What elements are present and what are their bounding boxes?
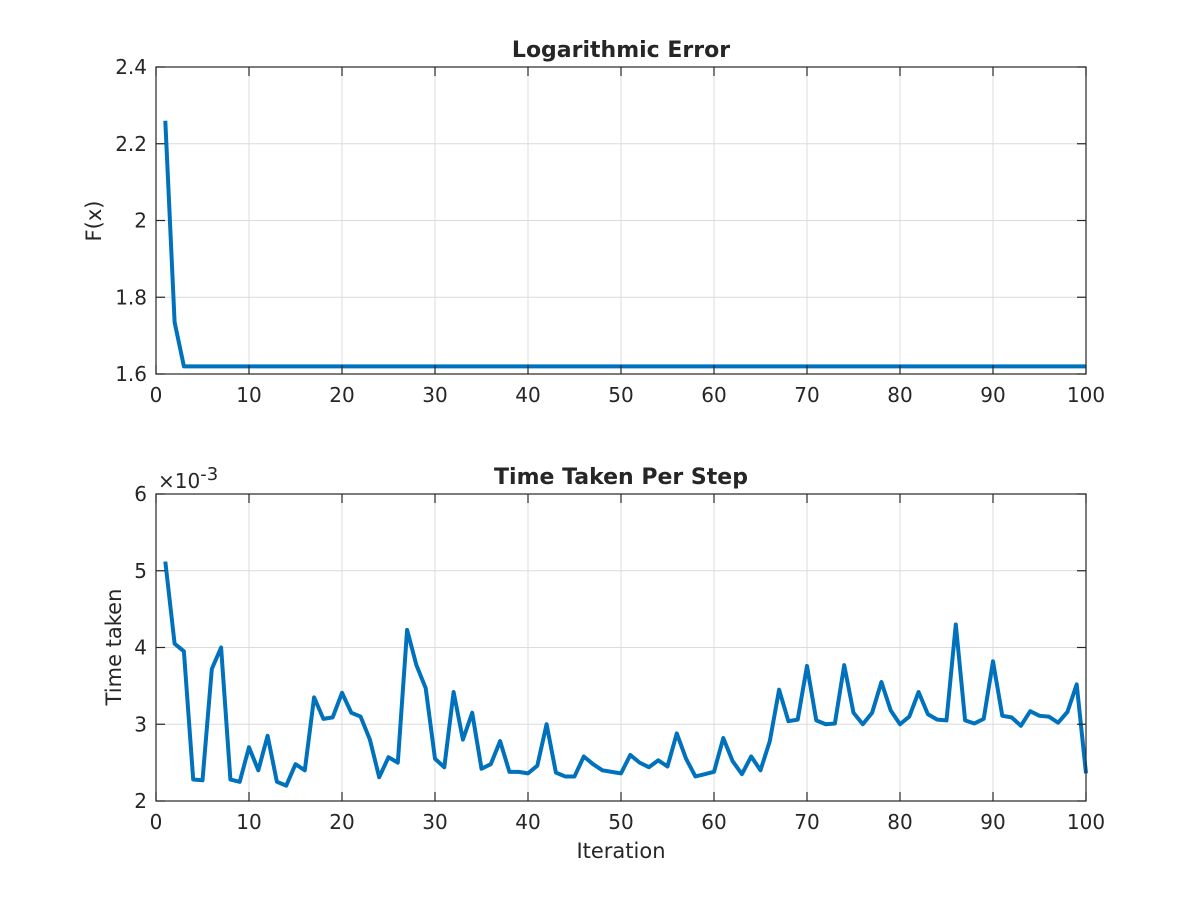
time-y-tick-label: 6 [134,482,147,506]
error-x-tick-label: 30 [422,383,447,407]
error-x-tick-label: 100 [1067,383,1105,407]
time-ticks: 0 10 20 30 40 50 60 70 80 90 100 2 3 4 5 6 [134,482,1105,834]
error-y-tick-label: 1.8 [115,285,147,309]
error-x-tick-label: 60 [701,383,726,407]
error-x-tick-label: 50 [608,383,633,407]
error-x-tick-label: 40 [515,383,540,407]
time-x-tick-label: 60 [701,810,726,834]
time-y-exponent-label: ×10-3 [158,464,218,493]
time-x-axis-label: Iteration [576,839,665,863]
error-y-tick-label: 2 [134,209,147,233]
error-x-tick-label: 90 [980,383,1005,407]
time-x-tick-label: 0 [150,810,163,834]
error-x-tick-label: 0 [150,383,163,407]
time-series-group [163,561,1088,788]
time-x-tick-label: 20 [329,810,354,834]
time-series-line [163,561,1088,788]
error-plot-title: Logarithmic Error [512,38,730,63]
error-x-tick-label: 80 [887,383,912,407]
time-y-tick-label: 2 [134,789,147,813]
time-x-tick-label: 70 [794,810,819,834]
time-y-tick-label: 3 [134,712,147,736]
time-x-tick-label: 40 [515,810,540,834]
time-y-axis-label: Time taken [102,589,126,707]
error-series-line [163,120,1086,369]
error-y-tick-label: 2.2 [115,132,147,156]
error-grid [156,67,1086,374]
time-y-tick-label: 4 [134,636,147,660]
error-x-tick-label: 10 [236,383,261,407]
time-x-tick-label: 30 [422,810,447,834]
error-series-group [163,120,1086,369]
exponent-power: -3 [200,464,218,485]
time-x-tick-label: 10 [236,810,261,834]
error-plot: 0 10 20 30 40 50 60 70 80 90 100 1.6 1.8 2 2.2 2.4 Loga… [82,38,1105,407]
error-y-tick-label: 2.4 [115,55,147,79]
time-plot-title: Time Taken Per Step [494,465,748,490]
time-x-tick-label: 100 [1067,810,1105,834]
time-plot: 0 10 20 30 40 50 60 70 80 90 100 2 3 4 5 6 Time Taken P… [102,464,1105,863]
error-x-tick-label: 70 [794,383,819,407]
error-ticks: 0 10 20 30 40 50 60 70 80 90 100 1.6 1.8 2 2.2 2.4 [115,55,1105,407]
time-x-tick-label: 80 [887,810,912,834]
error-x-tick-label: 20 [329,383,354,407]
error-y-tick-label: 1.6 [115,362,147,386]
time-x-tick-label: 90 [980,810,1005,834]
time-y-tick-label: 5 [134,559,147,583]
exponent-base: ×10 [158,469,200,493]
time-x-tick-label: 50 [608,810,633,834]
error-y-axis-label: F(x) [82,201,106,242]
time-grid [156,494,1086,801]
